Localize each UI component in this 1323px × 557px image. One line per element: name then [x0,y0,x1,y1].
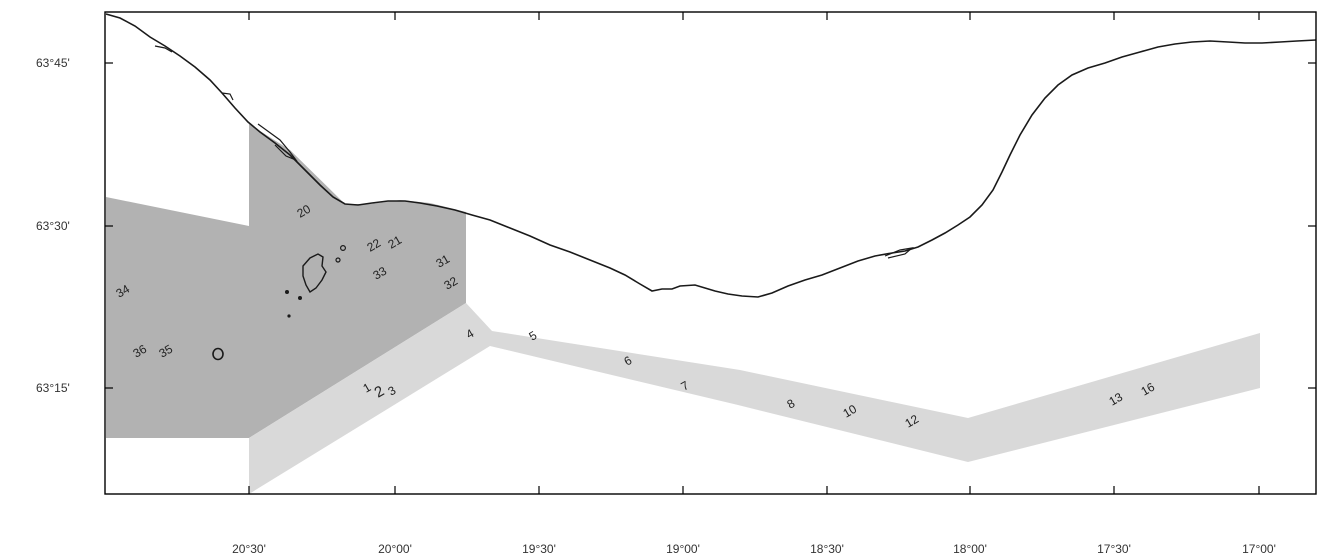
lon-label-18-00: 18°00' [953,542,987,556]
lat-label-63-15: 63°15' [36,381,70,395]
lon-label-20-30: 20°30' [232,542,266,556]
lon-label-18-30: 18°30' [810,542,844,556]
island-small-3 [285,290,289,294]
lon-label-17-30: 17°30' [1097,542,1131,556]
island-small-5 [287,314,290,317]
lon-label-19-30: 19°30' [522,542,556,556]
island-small-4 [298,296,302,300]
lon-label-19-00: 19°00' [666,542,700,556]
lon-label-17-00: 17°00' [1242,542,1276,556]
lat-label-63-45: 63°45' [36,56,70,70]
lat-label-63-30: 63°30' [36,219,70,233]
lon-label-20-00: 20°00' [378,542,412,556]
